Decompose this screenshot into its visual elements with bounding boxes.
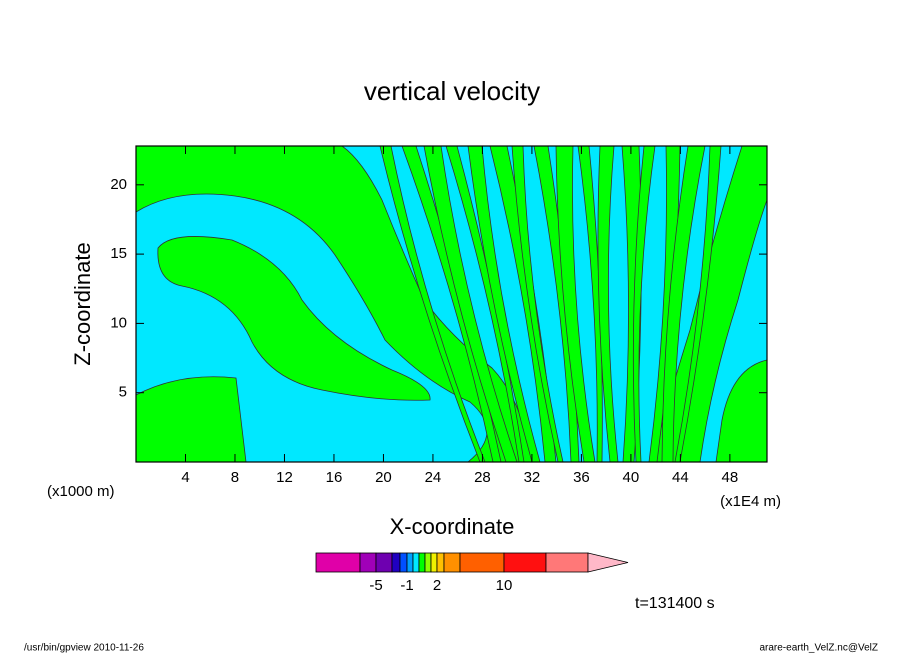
contour-region xyxy=(597,146,619,462)
contour-region xyxy=(632,146,656,462)
y-tick-label: 15 xyxy=(110,245,127,262)
x-tick-label: 48 xyxy=(722,469,739,486)
contour-region xyxy=(511,146,564,462)
contour-region xyxy=(555,146,596,462)
x-tick-label: 36 xyxy=(573,469,590,486)
colorbar-swatch xyxy=(424,552,432,573)
x-tick-label: 8 xyxy=(231,469,239,486)
colorbar-swatch xyxy=(545,552,589,573)
x-axis-label: X-coordinate xyxy=(390,514,515,539)
contour-region xyxy=(379,146,486,462)
x-tick-label: 20 xyxy=(375,469,392,486)
x-tick-label: 4 xyxy=(181,469,189,486)
x-tick-label: 32 xyxy=(524,469,541,486)
colorbar-swatch xyxy=(459,552,505,573)
x-tick-label: 28 xyxy=(474,469,491,486)
colorbar-swatch xyxy=(418,552,426,573)
colorbar-swatch xyxy=(375,552,393,573)
contour-region xyxy=(674,146,722,462)
contour-region xyxy=(577,146,603,462)
x-unit-label: (x1000 m) xyxy=(47,483,115,500)
chart-title: vertical velocity xyxy=(364,76,540,106)
contour-region xyxy=(715,359,767,462)
colorbar-swatch xyxy=(359,552,377,573)
colorbar-label: -5 xyxy=(369,577,382,594)
time-label: t=131400 s xyxy=(635,595,715,612)
contour-region xyxy=(661,146,706,462)
y-tick-label: 20 xyxy=(110,176,127,193)
colorbar-label: 10 xyxy=(496,577,513,594)
colorbar-swatch xyxy=(436,552,445,573)
x-tick-label: 12 xyxy=(276,469,293,486)
contour-region xyxy=(445,146,525,462)
contour-region xyxy=(157,236,431,401)
colorbar: -5 -1 2 10 xyxy=(315,552,629,594)
x-tick-label: 16 xyxy=(326,469,343,486)
contour-region xyxy=(136,376,247,462)
colorbar-label: 2 xyxy=(433,577,441,594)
x-tick-label: 44 xyxy=(672,469,689,486)
y-tick-label: 10 xyxy=(110,314,127,331)
colorbar-swatch xyxy=(412,552,420,573)
plot-frame xyxy=(135,145,768,463)
colorbar-swatch xyxy=(406,552,414,573)
colorbar-label: -1 xyxy=(400,577,413,594)
contour-field xyxy=(136,146,767,462)
x-tick-label: 40 xyxy=(623,469,640,486)
y-axis-label: Z-coordinate xyxy=(70,242,95,366)
footer-left: /usr/bin/gpview 2010-11-26 xyxy=(24,643,144,654)
colorbar-arrow xyxy=(587,552,629,573)
y-tick-label: 5 xyxy=(119,384,127,401)
colorbar-swatch xyxy=(503,552,547,573)
x-unit-label: (x1E4 m) xyxy=(720,493,781,510)
x-tick-label: 24 xyxy=(425,469,442,486)
colorbar-swatch xyxy=(399,552,408,573)
colorbar-swatch xyxy=(430,552,438,573)
contour-region xyxy=(423,146,518,462)
footer-right: arare-earth_VelZ.nc@VelZ xyxy=(759,643,878,654)
colorbar-swatch xyxy=(315,552,361,573)
contour-region xyxy=(467,146,541,462)
colorbar-swatch xyxy=(391,552,401,573)
colorbar-swatch xyxy=(443,552,461,573)
